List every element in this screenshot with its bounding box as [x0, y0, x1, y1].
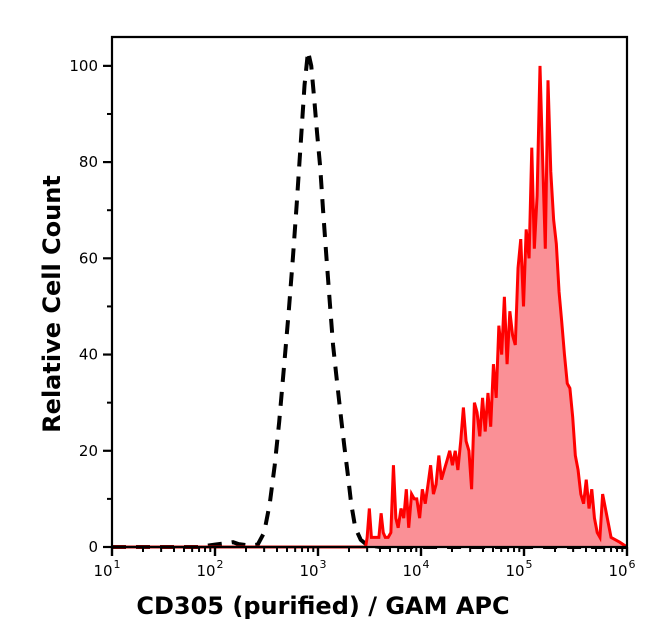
x-tick-exponent: 2	[217, 558, 224, 571]
x-tick-exponent: 1	[114, 558, 121, 571]
x-tick-mantissa: 10	[402, 562, 421, 580]
x-tick-exponent: 6	[629, 558, 636, 571]
x-tick-label: 10 1	[93, 558, 120, 580]
x-tick-mantissa: 10	[505, 562, 524, 580]
series-line-1	[112, 65, 628, 549]
x-tick-label: 10 4	[402, 558, 429, 580]
y-tick-label: 100	[69, 57, 98, 75]
series-fill-1	[112, 65, 627, 548]
x-tick-mantissa: 10	[299, 562, 318, 580]
y-tick-label: 20	[79, 442, 98, 460]
y-tick-label: 80	[79, 153, 98, 171]
plot-frame	[110, 35, 629, 547]
x-tick-label: 10 6	[608, 558, 635, 580]
y-axis-title: Relative Cell Count	[38, 175, 66, 433]
x-tick-exponent: 5	[526, 558, 533, 571]
x-axis-title: CD305 (purified) / GAM APC	[136, 592, 510, 620]
x-tick-label: 10 5	[505, 558, 532, 580]
x-tick-mantissa: 10	[608, 562, 627, 580]
x-tick-label: 10 2	[196, 558, 223, 580]
x-tick-label: 10 3	[299, 558, 326, 580]
x-tick-mantissa: 10	[93, 562, 112, 580]
y-tick-label: 40	[79, 346, 98, 364]
x-tick-exponent: 4	[423, 558, 430, 571]
x-tick-mantissa: 10	[196, 562, 215, 580]
x-tick-exponent: 3	[320, 558, 327, 571]
y-tick-label: 0	[88, 538, 98, 556]
y-tick-label: 60	[79, 249, 98, 267]
